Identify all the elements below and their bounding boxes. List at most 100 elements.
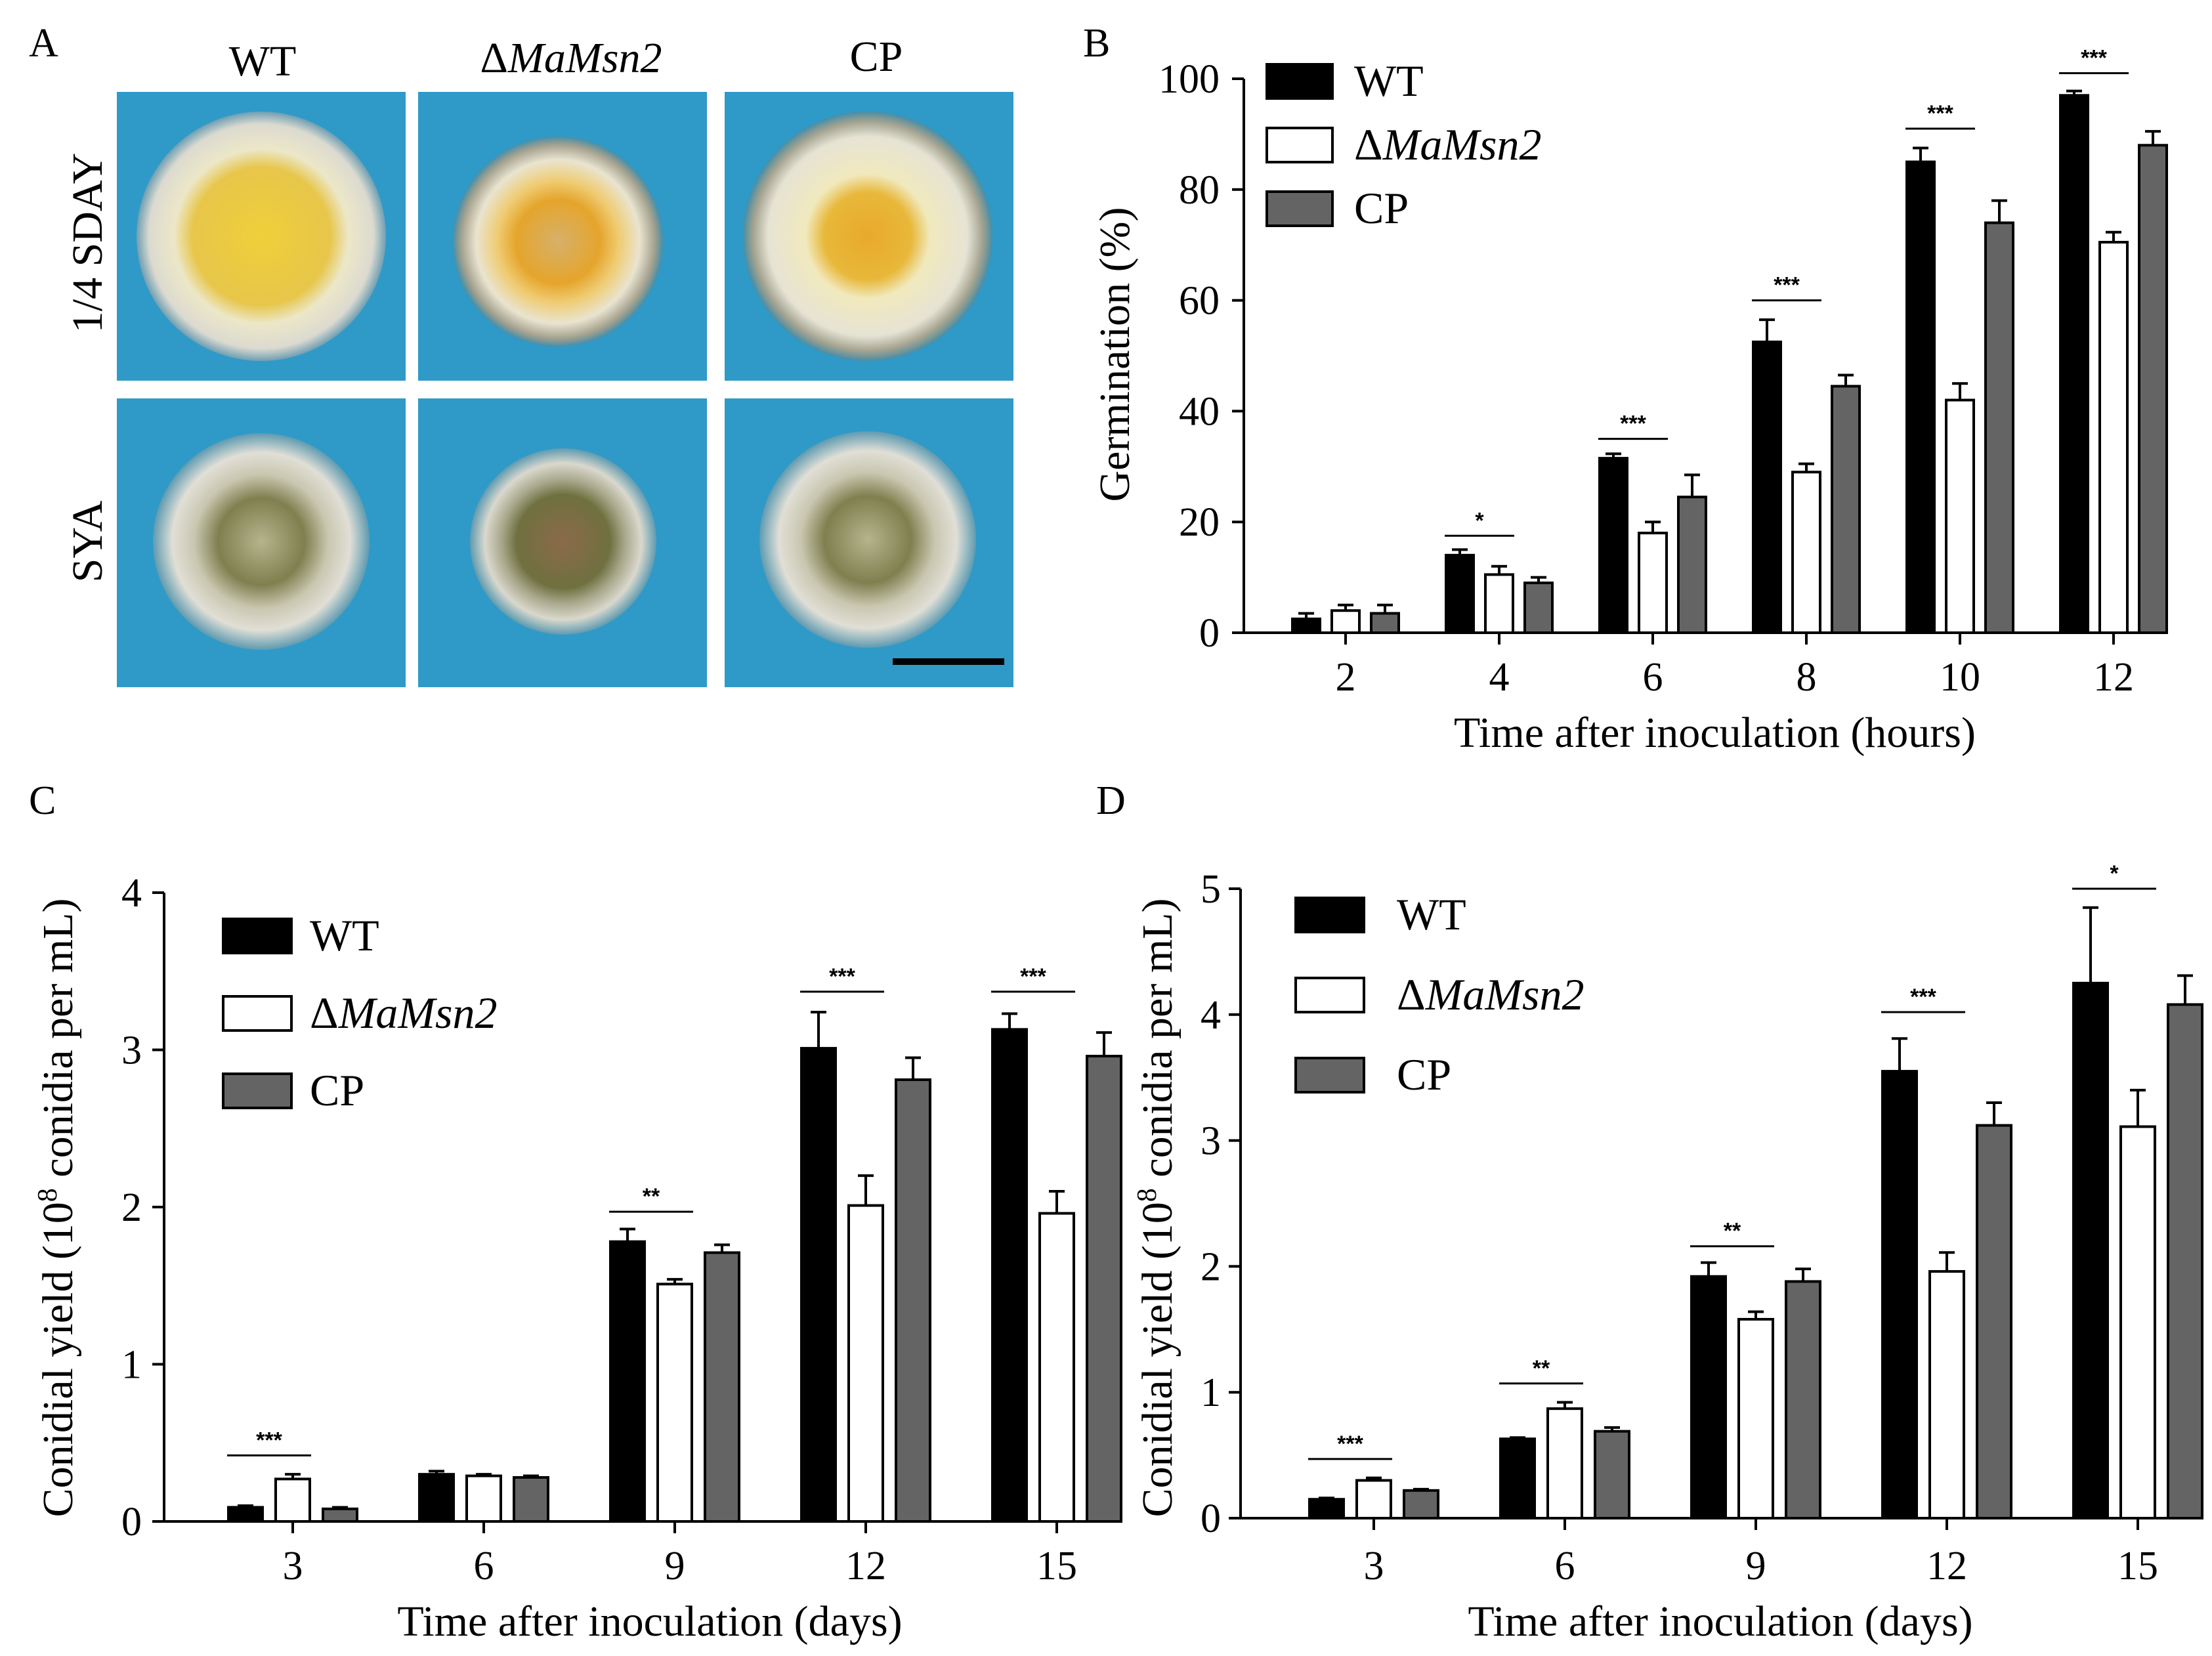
column-label-mutant-name: MaMsn2 xyxy=(507,34,662,82)
x-tick-label: 12 xyxy=(845,1544,886,1588)
bar-cp-6 xyxy=(1594,1430,1630,1519)
y-tick-label: 5 xyxy=(1201,867,1221,912)
x-tick-label: 15 xyxy=(1036,1544,1077,1588)
bar-wt-8 xyxy=(1752,340,1782,635)
legend-label-mamsn2: ΔMaMsn2 xyxy=(1397,969,1585,1019)
bar-cp-9 xyxy=(1785,1280,1821,1520)
legend-label-cp: CP xyxy=(1354,183,1409,233)
bar-mamsn2-10 xyxy=(1945,398,1975,635)
x-tick-label: 12 xyxy=(2093,655,2134,700)
colony-sday-mutant xyxy=(453,137,663,347)
significance-label: *** xyxy=(1910,985,1936,1009)
y-tick-label: 0 xyxy=(1199,611,1220,656)
y-tick-label: 20 xyxy=(1179,500,1220,545)
panel-a-letter: A xyxy=(29,21,58,66)
bar-wt-4 xyxy=(1445,553,1475,635)
x-axis-title: Time after inoculation (days) xyxy=(1468,1598,1972,1645)
legend-swatch-cp xyxy=(1294,1057,1365,1093)
colony-sday-wt xyxy=(137,112,386,361)
significance-label: *** xyxy=(1927,101,1953,126)
bar-mamsn2-15 xyxy=(2119,1125,2156,1519)
bar-cp-15 xyxy=(1086,1055,1122,1523)
legend-swatch-cp xyxy=(222,1072,293,1109)
x-tick-label: 9 xyxy=(1746,1544,1766,1588)
x-tick-label: 3 xyxy=(1364,1544,1384,1588)
y-axis-title-prefix: Conidial yield (10 xyxy=(34,1202,82,1517)
bar-cp-3 xyxy=(1403,1489,1439,1519)
bar-wt-12 xyxy=(2059,94,2089,634)
legend-label-wt: WT xyxy=(310,910,379,960)
bar-cp-3 xyxy=(322,1507,358,1523)
bar-mamsn2-8 xyxy=(1791,471,1821,634)
y-axis-title: Conidial yield (108 conidia per mL) xyxy=(33,899,82,1518)
bar-wt-3 xyxy=(1308,1498,1345,1519)
y-tick-label: 1 xyxy=(121,1343,142,1388)
legend-label-wt: WT xyxy=(1397,889,1466,939)
legend-label-cp: CP xyxy=(310,1065,364,1115)
bar-mamsn2-12 xyxy=(1928,1270,1965,1520)
y-tick-label: 80 xyxy=(1179,168,1220,213)
x-tick-label: 9 xyxy=(665,1544,685,1588)
legend-swatch-mamsn2 xyxy=(1294,977,1365,1013)
bar-mamsn2-12 xyxy=(847,1204,884,1523)
bar-mamsn2-3 xyxy=(1355,1479,1392,1519)
bar-wt-9 xyxy=(609,1240,646,1523)
legend-label-prefix: Δ xyxy=(310,988,339,1038)
panel-b: B 0 20 40 60 80 100 2 4 * 6 *** 8 *** 10 *** 12 *** Time … xyxy=(1083,21,2168,757)
y-axis-title-suffix: conidia per mL) xyxy=(34,899,82,1189)
bar-cp-6 xyxy=(513,1476,549,1523)
y-tick-label: 0 xyxy=(1201,1497,1221,1541)
legend-label-prefix: Δ xyxy=(1354,119,1383,169)
y-axis-title-superscript: 8 xyxy=(33,1188,63,1202)
x-tick-label: 6 xyxy=(1643,655,1663,700)
legend-swatch-wt xyxy=(1294,897,1365,933)
bar-wt-9 xyxy=(1690,1275,1727,1520)
bar-wt-6 xyxy=(418,1473,455,1523)
panel-b-letter: B xyxy=(1083,21,1110,66)
x-tick-label: 12 xyxy=(1926,1544,1967,1588)
column-label-mutant-delta: Δ xyxy=(480,34,507,82)
legend-swatch-cp xyxy=(1266,190,1334,227)
y-tick-label: 2 xyxy=(121,1185,142,1230)
bar-mamsn2-6 xyxy=(1546,1407,1583,1520)
x-axis-title: Time after inoculation (hours) xyxy=(1454,709,1976,757)
y-axis-title: Conidial yield (108 conidia per mL) xyxy=(1132,899,1181,1518)
significance-label: *** xyxy=(1337,1432,1363,1456)
significance-label: *** xyxy=(1020,964,1046,989)
legend-label-wt: WT xyxy=(1354,56,1424,106)
x-tick-label: 8 xyxy=(1797,655,1817,700)
panel-d-letter: D xyxy=(1096,778,1126,823)
bar-mamsn2-2 xyxy=(1330,609,1361,634)
bar-wt-12 xyxy=(1881,1070,1918,1519)
legend-label-name: MaMsn2 xyxy=(338,988,498,1038)
colony-sya-wt xyxy=(153,433,370,650)
y-tick-label: 2 xyxy=(1201,1244,1221,1289)
bar-mamsn2-12 xyxy=(2098,240,2129,635)
significance-label: * xyxy=(1475,508,1484,533)
significance-label: *** xyxy=(829,964,855,989)
y-axis-title-prefix: Conidial yield (10 xyxy=(1134,1202,1181,1517)
y-tick-label: 1 xyxy=(1201,1370,1221,1415)
y-tick-label: 100 xyxy=(1159,57,1220,102)
bar-mamsn2-15 xyxy=(1038,1212,1075,1523)
significance-label: ** xyxy=(643,1184,660,1209)
x-tick-label: 2 xyxy=(1336,655,1356,700)
bar-mamsn2-9 xyxy=(1737,1317,1774,1520)
bar-wt-15 xyxy=(2072,981,2109,1519)
significance-label: *** xyxy=(1774,273,1800,298)
legend-swatch-wt xyxy=(222,918,293,954)
colony-sday-cp xyxy=(743,112,992,361)
significance-label: *** xyxy=(1620,412,1646,436)
legend-label-mamsn2: ΔMaMsn2 xyxy=(1354,119,1542,169)
colony-sya-cp xyxy=(759,431,976,648)
bar-cp-12 xyxy=(1976,1124,2012,1519)
x-tick-label: 6 xyxy=(474,1544,494,1588)
legend-label-mamsn2: ΔMaMsn2 xyxy=(310,988,498,1038)
bar-wt-6 xyxy=(1499,1437,1536,1520)
row-label-sya: SYA xyxy=(64,500,112,582)
bar-mamsn2-6 xyxy=(1638,532,1668,635)
x-axis-title: Time after inoculation (days) xyxy=(397,1598,902,1645)
